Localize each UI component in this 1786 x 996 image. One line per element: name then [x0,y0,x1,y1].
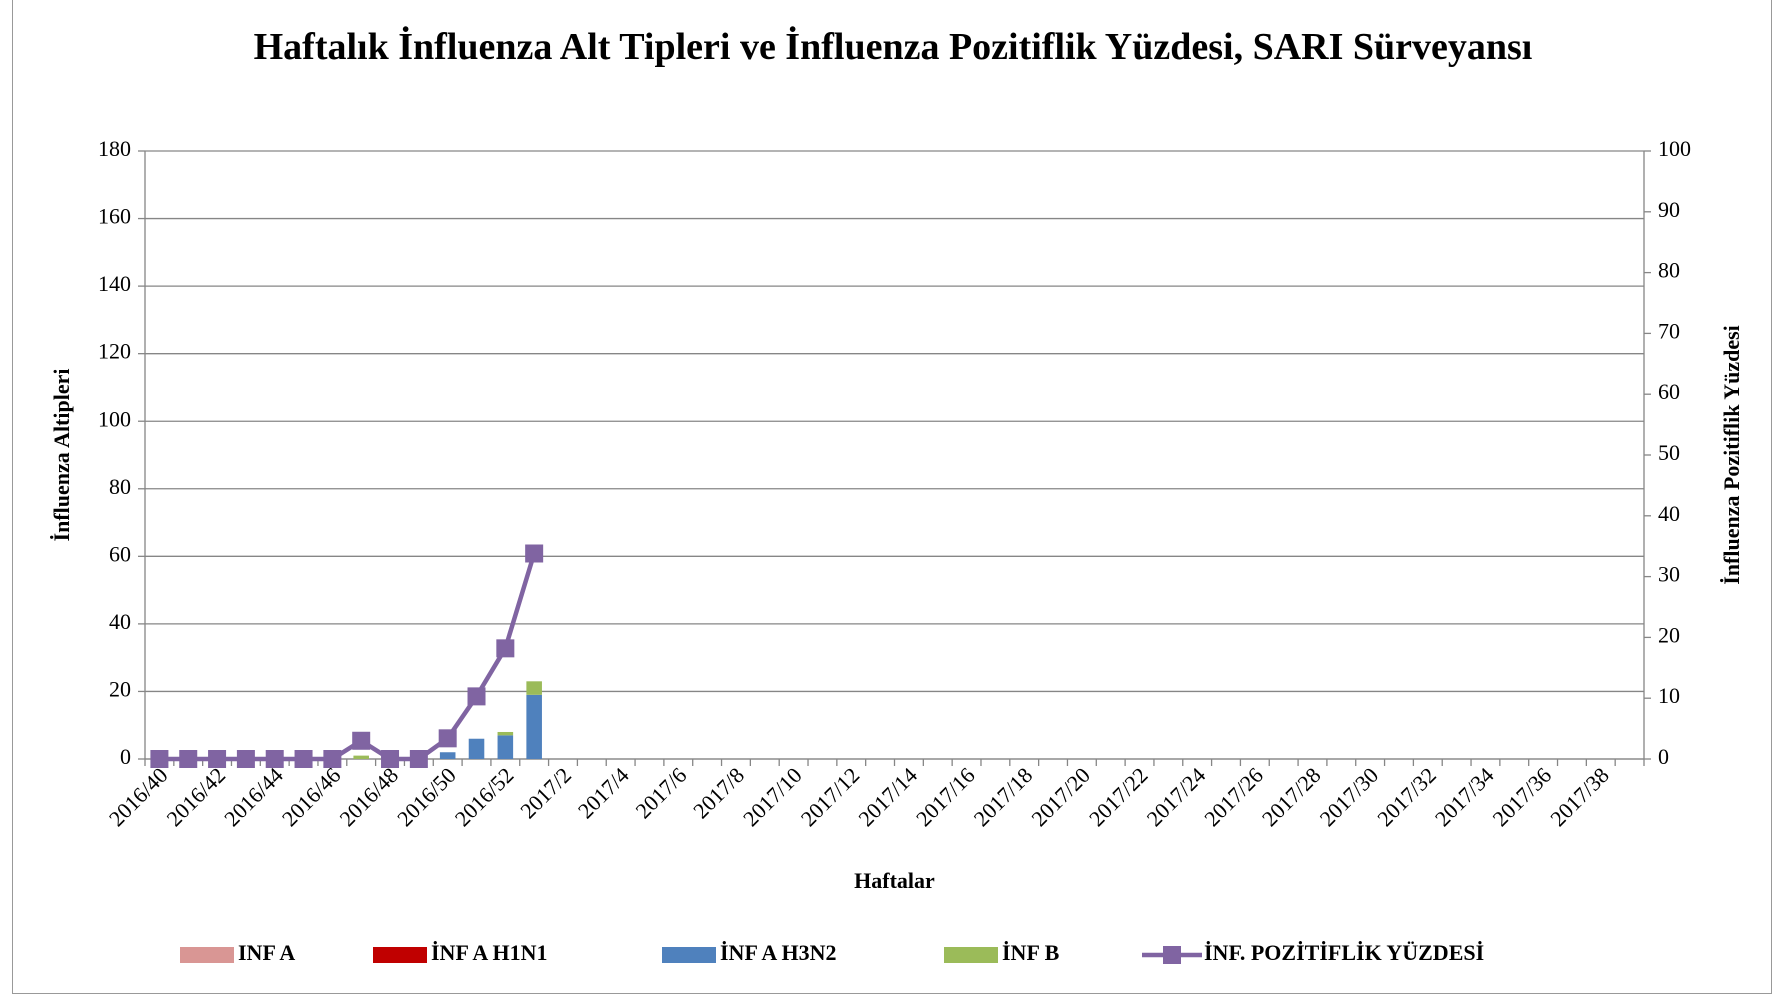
y-tick-label: 40 [109,609,131,634]
legend-marker [1163,946,1181,964]
x-tick-label: 2016/50 [392,762,461,831]
bar [526,681,542,695]
x-tick-label: 2017/14 [853,762,922,831]
line [159,552,537,762]
legend-label: INF A [238,940,295,965]
x-tick-label: 2017/22 [1084,762,1153,831]
line-marker [496,639,515,658]
line-marker [323,750,342,768]
line-marker [525,544,544,563]
bar [468,738,485,759]
line-marker [438,729,457,748]
y2-tick-label: 40 [1658,501,1680,526]
x-tick-label: 2017/38 [1545,762,1614,831]
y2-tick-label: 60 [1658,379,1680,404]
x-tick-label: 2017/34 [1430,762,1499,831]
x-tick-label: 2017/12 [796,762,865,831]
x-tick-label: 2017/24 [1142,762,1211,831]
x-tick-label: 2017/36 [1488,762,1557,831]
x-tick-label: 2016/44 [219,762,288,831]
line-marker [294,750,313,768]
legend-swatch [662,947,716,963]
line-marker [208,750,227,768]
x-tick-label: 2017/20 [1026,762,1095,831]
line-marker [409,750,428,768]
line-marker [381,750,400,768]
bar [439,752,456,759]
x-tick-label: 2017/2 [515,762,576,823]
y2-tick-label: 80 [1658,258,1680,283]
y2-tick-label: 30 [1658,562,1680,587]
chart-frame [12,0,1772,994]
legend-swatch [373,947,427,963]
y2-tick-label: 0 [1658,744,1669,769]
x-tick-label: 2016/52 [450,762,519,831]
y2-tick-label: 50 [1658,440,1680,465]
y-tick-label: 20 [109,676,131,701]
x-tick-label: 2016/46 [277,762,346,831]
chart-title: Haftalık İnfluenza Alt Tipleri ve İnflue… [253,26,1533,68]
bar [353,755,369,759]
y-tick-label: 160 [98,204,131,229]
legend-label: İNF B [1002,940,1060,965]
bar [526,694,542,759]
line-marker [352,731,371,750]
legend-label: İNF A H1N1 [431,940,548,965]
legend-label: İNF A H3N2 [720,940,837,965]
y-axis-title: İnfluenza Altipleri [49,369,74,542]
y-tick-label: 100 [98,406,131,431]
x-tick-label: 2017/28 [1257,762,1326,831]
y2-tick-label: 10 [1658,683,1680,708]
y2-tick-label: 90 [1658,197,1680,222]
legend-swatch [944,947,998,963]
x-axis-title: Haftalar [854,868,935,893]
y-tick-label: 120 [98,339,131,364]
y2-tick-label: 20 [1658,622,1680,647]
x-tick-label: 2017/10 [738,762,807,831]
x-tick-label: 2017/6 [631,762,692,823]
bar [497,731,514,736]
x-tick-label: 2016/40 [104,762,173,831]
legend-swatch [180,947,234,963]
x-tick-label: 2017/26 [1199,762,1268,831]
y2-tick-label: 100 [1658,136,1691,161]
x-tick-label: 2017/30 [1315,762,1384,831]
line-marker [236,750,255,768]
legend-label: İNF. POZİTİFLİK YÜZDESİ [1204,940,1484,965]
y-tick-label: 60 [109,541,131,566]
x-tick-label: 2017/16 [911,762,980,831]
line-marker [150,750,169,768]
x-tick-label: 2017/18 [969,762,1038,831]
y-tick-label: 0 [120,744,131,769]
x-tick-label: 2017/32 [1372,762,1441,831]
y2-axis-title: İnfluenza Pozitiflik Yüzdesi [1719,325,1744,585]
y2-tick-label: 70 [1658,318,1680,343]
x-tick-label: 2016/48 [334,762,403,831]
y-tick-label: 80 [109,474,131,499]
x-tick-label: 2017/4 [573,762,634,823]
line-marker [467,687,486,706]
y-tick-label: 140 [98,271,131,296]
line-marker [265,750,284,768]
line-marker [179,750,198,768]
bar [497,735,514,759]
x-tick-label: 2016/42 [161,762,230,831]
y-tick-label: 180 [98,136,131,161]
